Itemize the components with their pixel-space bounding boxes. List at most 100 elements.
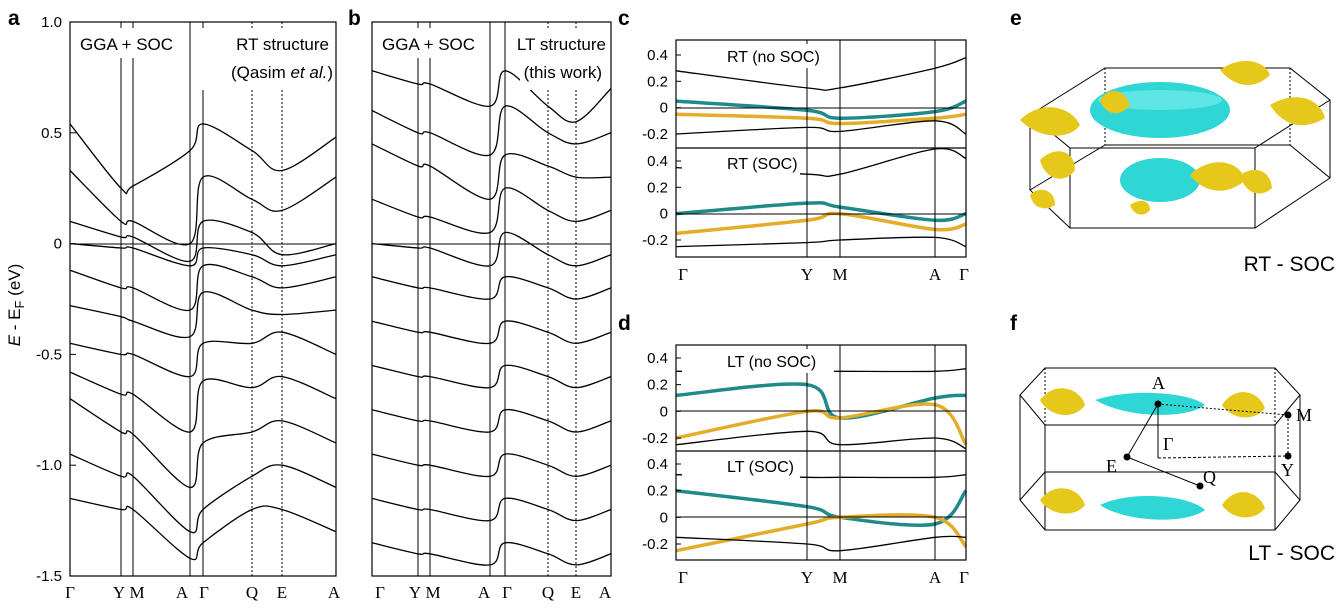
d-top-ytick-2: 0 <box>660 403 668 420</box>
yticks-d: 0.4 0.2 0 -0.2 0.4 0.2 0 -0.2 <box>642 350 681 553</box>
d-bottom-ytick-1: 0.2 <box>647 483 668 500</box>
bz-label-Gamma: Γ <box>1163 434 1173 454</box>
band-zoom-panel-c: RT (no SOC) RT (SOC) 0.4 0.2 0 -0.2 0.4 0.2 0 -… <box>642 39 969 284</box>
a-kpoint-7: A <box>328 583 341 602</box>
d-bottom-band-3 <box>675 535 967 552</box>
c-top-ytick-0: 0.4 <box>647 47 668 64</box>
bz-path-f-6 <box>1157 403 1289 416</box>
bz-label-M: M <box>1296 405 1312 425</box>
d-bottom-ytick-2: 0 <box>660 509 668 526</box>
annot-b-right-2: (this work) <box>524 63 602 82</box>
c-top-band-1 <box>675 112 967 126</box>
bz-point-Y <box>1284 452 1292 460</box>
frame-a <box>69 21 337 577</box>
caption-f: LT - SOC <box>1248 542 1335 565</box>
d-top-ytick-0: 0.4 <box>647 350 668 367</box>
c-bottom-band-3 <box>675 236 967 248</box>
a-band-1 <box>69 170 337 246</box>
c-top-ytick-1: 0.2 <box>647 73 668 90</box>
b-band-7 <box>371 364 612 389</box>
d-top-band-1 <box>675 402 968 446</box>
b-kpoint-4: Γ <box>502 583 512 602</box>
band-structure-panel-a: GGA + SOC RT structure (Qasim et al.) 1.… <box>36 14 341 602</box>
panel-label-f: f <box>1010 312 1018 335</box>
c-bottom-band-1 <box>675 211 967 236</box>
c-bottom-ytick-2: 0 <box>660 206 668 223</box>
bz-path-f-3 <box>1126 456 1201 487</box>
d-top-band-3 <box>675 430 967 450</box>
fs-cyan-f-1 <box>1095 392 1205 415</box>
frame-c <box>675 39 967 258</box>
fs-gold-e-4 <box>1100 90 1130 114</box>
yticks-c: 0.4 0.2 0 -0.2 0.4 0.2 0 -0.2 <box>642 47 681 249</box>
a-ytick-2: 0 <box>54 236 62 253</box>
title-bg-d-top <box>682 349 834 373</box>
y-axis-label: E - EF (eV) <box>5 264 27 347</box>
d-kpoint-0: Γ <box>678 568 688 587</box>
panel-label-c: c <box>618 7 630 30</box>
b-kpoint-2: M <box>425 583 440 602</box>
title-c-bottom: RT (SOC) <box>727 156 798 173</box>
b-kpoint-0: Γ <box>375 583 385 602</box>
fs-gold-e-8 <box>1240 169 1272 194</box>
band-zoom-panel-d: LT (no SOC) LT (SOC) 0.4 0.2 0 -0.2 0.4 0.2 0 -… <box>642 344 969 587</box>
d-kpoint-2: M <box>832 568 847 587</box>
a-kpoint-2: M <box>129 583 144 602</box>
fs-cyan-f-2 <box>1100 495 1205 520</box>
yticks-a: 1.0 0.5 0 -0.5 -1.0 -1.5 <box>36 14 76 585</box>
annot-b-left: GGA + SOC <box>382 35 475 54</box>
a-kpoint-5: Q <box>246 583 258 602</box>
a-band-8 <box>69 398 337 489</box>
a-band-5 <box>69 291 337 339</box>
panel-label-d: d <box>618 312 631 335</box>
title-bg-c-top <box>682 44 834 68</box>
c-kpoint-2: M <box>832 265 847 284</box>
a-ytick-4: -1.0 <box>36 457 62 474</box>
c-kpoint-3: A <box>929 265 942 284</box>
annot-bg-a-right <box>196 28 334 90</box>
b-band-11 <box>371 541 612 566</box>
b-kpoint-3: A <box>478 583 491 602</box>
frame-b <box>371 21 612 577</box>
bz-label-E: E <box>1106 456 1117 476</box>
caption-e: RT - SOC <box>1244 253 1335 276</box>
b-kpoint-5: Q <box>542 583 554 602</box>
bz-label-A: A <box>1152 373 1165 393</box>
b-band-4 <box>371 231 612 267</box>
c-bottom-ytick-3: -0.2 <box>642 232 668 249</box>
title-c-top: RT (no SOC) <box>727 49 820 66</box>
d-bottom-ytick-3: -0.2 <box>642 536 668 553</box>
bz-point-Q <box>1196 482 1204 490</box>
fs-gold-f-4 <box>1222 492 1265 518</box>
bands-d <box>675 368 968 553</box>
a-ytick-5: -1.5 <box>36 568 62 585</box>
c-bottom-ytick-0: 0.4 <box>647 153 668 170</box>
fs-cyan-e-2 <box>1120 158 1200 202</box>
b-band-6 <box>371 320 612 345</box>
c-top-ytick-2: 0 <box>660 100 668 117</box>
d-top-ytick-3: -0.2 <box>642 430 668 447</box>
b-band-10 <box>371 497 612 522</box>
bz-point-E <box>1123 453 1131 461</box>
b-band-3 <box>371 187 612 234</box>
annot-bg-b-left <box>378 28 474 58</box>
annot-bg-a-left <box>76 28 170 58</box>
bz-path-f-4 <box>1157 455 1289 459</box>
title-d-top: LT (no SOC) <box>727 354 816 371</box>
d-kpoint-3: A <box>929 568 942 587</box>
panel-label-a: a <box>8 7 20 30</box>
fs-gold-e-1 <box>1020 107 1080 136</box>
bz-path-f-2 <box>1126 403 1159 458</box>
a-band-10 <box>69 497 337 561</box>
d-bottom-ytick-0: 0.4 <box>647 456 668 473</box>
fs-gold-e-3 <box>1270 97 1325 126</box>
c-kpoint-1: Y <box>801 265 813 284</box>
a-kpoint-3: A <box>176 583 189 602</box>
d-top-band-0 <box>675 382 967 420</box>
c-top-band-0 <box>675 99 967 120</box>
c-top-band-3 <box>675 120 967 135</box>
bands-a <box>69 123 337 561</box>
fs-gold-f-1 <box>1040 388 1085 416</box>
b-kpoint-1: Y <box>409 583 421 602</box>
fermi-surface-f: A M Γ E Y Q LT - SOC <box>1019 367 1335 565</box>
